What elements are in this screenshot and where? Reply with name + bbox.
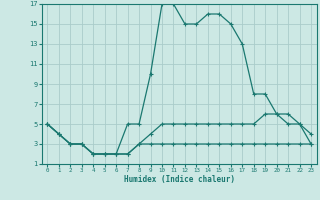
X-axis label: Humidex (Indice chaleur): Humidex (Indice chaleur) (124, 175, 235, 184)
